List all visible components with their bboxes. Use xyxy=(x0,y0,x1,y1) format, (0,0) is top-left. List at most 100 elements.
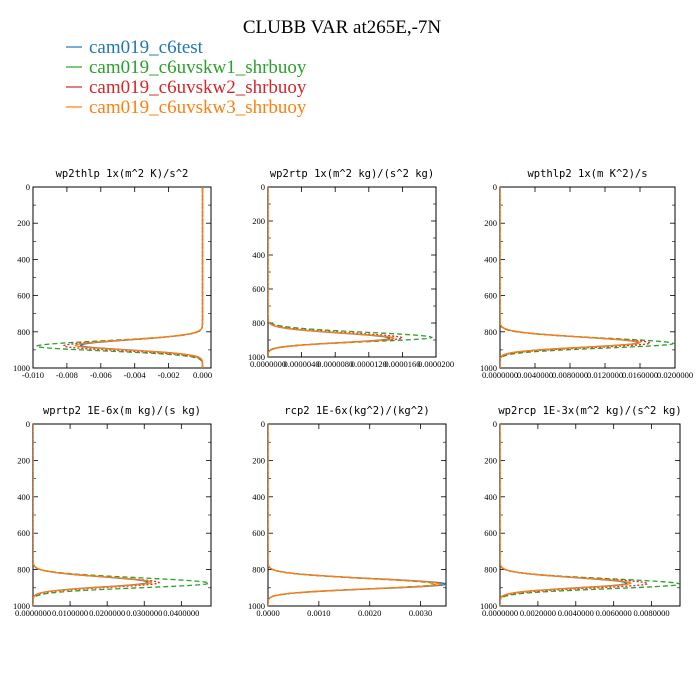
x-tick-label: 0.0000200 xyxy=(418,359,454,369)
y-tick-label: 800 xyxy=(252,565,265,575)
y-tick-label: 200 xyxy=(252,216,265,226)
y-tick-label: 0 xyxy=(493,419,497,429)
plot-frame xyxy=(267,423,447,607)
x-tick-label: 0.0000160 xyxy=(384,359,420,369)
x-tick-label: 0.0040000 xyxy=(558,608,594,618)
y-tick-label: 800 xyxy=(252,318,265,328)
y-tick-label: 0 xyxy=(261,182,265,192)
series-line xyxy=(500,187,642,368)
y-tick-label: 600 xyxy=(17,291,30,301)
y-tick-label: 400 xyxy=(17,492,30,502)
y-tick-label: 1000 xyxy=(13,601,30,611)
x-tick-label: 0.0000000 xyxy=(482,608,518,618)
y-tick-label: 400 xyxy=(17,254,30,264)
series-line xyxy=(268,187,434,357)
x-tick-label: 0.0020 xyxy=(358,608,381,618)
chart-panel: wprtp2 1E-6x(m kg)/(s kg) 0 200 400 600 800 10… xyxy=(13,405,212,618)
x-tick-label: 0.0160000 xyxy=(622,370,658,380)
legend-label: cam019_c6uvskw2_shrbuoy xyxy=(89,77,307,98)
y-tick-label: 1000 xyxy=(480,601,497,611)
y-tick-label: 400 xyxy=(252,250,265,260)
x-tick-label: 0.0030 xyxy=(409,608,432,618)
y-tick-label: 1000 xyxy=(248,601,265,611)
x-tick-label: 0.0000000 xyxy=(250,359,286,369)
series-line xyxy=(33,424,161,606)
x-tick-label: -0.008 xyxy=(56,370,78,380)
y-tick-label: 600 xyxy=(17,528,30,538)
x-tick-label: 0.0000 xyxy=(256,608,279,618)
y-tick-label: 0 xyxy=(261,419,265,429)
figure-title: CLUBB VAR at265E,-7N xyxy=(243,17,442,38)
y-tick-label: 200 xyxy=(484,218,497,228)
x-tick-label: 0.0000000 xyxy=(482,370,518,380)
legend-label: cam019_c6test xyxy=(89,37,204,58)
x-tick-label: 0.0020000 xyxy=(520,608,556,618)
x-tick-label: 0.0080000 xyxy=(634,608,670,618)
series-line xyxy=(500,187,640,368)
series-line xyxy=(500,424,650,606)
x-tick-label: 0.0000040 xyxy=(284,359,320,369)
chart-panel: wpthlp2 1x(m K^2)/s020040060080010000.00… xyxy=(480,168,693,380)
series-line xyxy=(63,187,204,368)
y-tick-label: 600 xyxy=(252,528,265,538)
x-tick-label: -0.006 xyxy=(90,370,112,380)
x-tick-label: 0.0060000 xyxy=(596,608,632,618)
x-tick-label: 0.0200000 xyxy=(657,370,693,380)
series-line xyxy=(268,424,443,606)
series-line xyxy=(268,424,438,606)
x-tick-label: 0.0200000 xyxy=(89,608,125,618)
x-tick-label: 0.0000000 xyxy=(15,608,51,618)
y-tick-label: 0 xyxy=(493,182,497,192)
x-tick-label: 0.0080000 xyxy=(552,370,588,380)
y-tick-label: 200 xyxy=(17,218,30,228)
y-tick-label: 0 xyxy=(26,182,30,192)
x-tick-label: 0.000 xyxy=(193,370,212,380)
y-tick-label: 800 xyxy=(17,565,30,575)
y-tick-label: 400 xyxy=(252,492,265,502)
legend-label: cam019_c6uvskw3_shrbuoy xyxy=(89,97,307,118)
y-tick-label: 600 xyxy=(484,291,497,301)
legend: cam019_c6testcam019_c6uvskw1_shrbuoycam0… xyxy=(66,37,307,118)
panel-title: rcp2 1E-6x(kg^2)/(kg^2) xyxy=(284,405,429,417)
series-line xyxy=(500,187,675,368)
panel-title: wp2rtp 1x(m^2 kg)/(s^2 kg) xyxy=(270,168,434,180)
y-tick-label: 1000 xyxy=(13,363,30,373)
series-line xyxy=(33,424,211,606)
y-tick-label: 800 xyxy=(484,327,497,337)
series-line xyxy=(500,424,632,606)
y-tick-label: 0 xyxy=(26,419,30,429)
series-line xyxy=(268,424,443,606)
y-tick-label: 1000 xyxy=(480,363,497,373)
y-tick-label: 600 xyxy=(252,284,265,294)
panel-title: wpthlp2 1x(m K^2)/s xyxy=(527,168,647,180)
y-tick-label: 400 xyxy=(484,254,497,264)
y-tick-label: 200 xyxy=(252,455,265,465)
series-line xyxy=(268,187,404,357)
y-tick-label: 800 xyxy=(17,327,30,337)
x-tick-label: 0.0000080 xyxy=(317,359,353,369)
x-tick-label: 0.0120000 xyxy=(587,370,623,380)
x-tick-label: 0.0010 xyxy=(307,608,330,618)
chart-panel: rcp2 1E-6x(kg^2)/(kg^2) 0 200 400 600 800 1000… xyxy=(248,405,447,618)
panels: wp2thlp 1x(m^2 K)/s^202004006008001000-0… xyxy=(13,168,693,618)
x-tick-label: -0.002 xyxy=(158,370,180,380)
series-line xyxy=(74,187,204,368)
legend-label: cam019_c6uvskw1_shrbuoy xyxy=(89,57,307,78)
y-tick-label: 800 xyxy=(484,565,497,575)
panel-title: wprtp2 1E-6x(m kg)/(s kg) xyxy=(43,405,201,417)
series-line xyxy=(33,424,153,606)
series-line xyxy=(268,424,446,606)
x-tick-label: -0.004 xyxy=(124,370,147,380)
y-tick-label: 400 xyxy=(484,492,497,502)
x-tick-label: 0.0100000 xyxy=(52,608,88,618)
x-tick-label: 0.0300000 xyxy=(126,608,162,618)
x-tick-label: 0.0400000 xyxy=(163,608,199,618)
series-line xyxy=(79,187,204,368)
chart-panel: wp2rtp 1x(m^2 kg)/(s^2 kg) 0 200 400 600 800 1… xyxy=(248,168,454,369)
x-tick-label: 0.0040000 xyxy=(517,370,553,380)
y-tick-label: 1000 xyxy=(248,352,265,362)
series-line xyxy=(268,187,395,357)
x-tick-label: 0.0000120 xyxy=(351,359,387,369)
y-tick-label: 600 xyxy=(484,528,497,538)
